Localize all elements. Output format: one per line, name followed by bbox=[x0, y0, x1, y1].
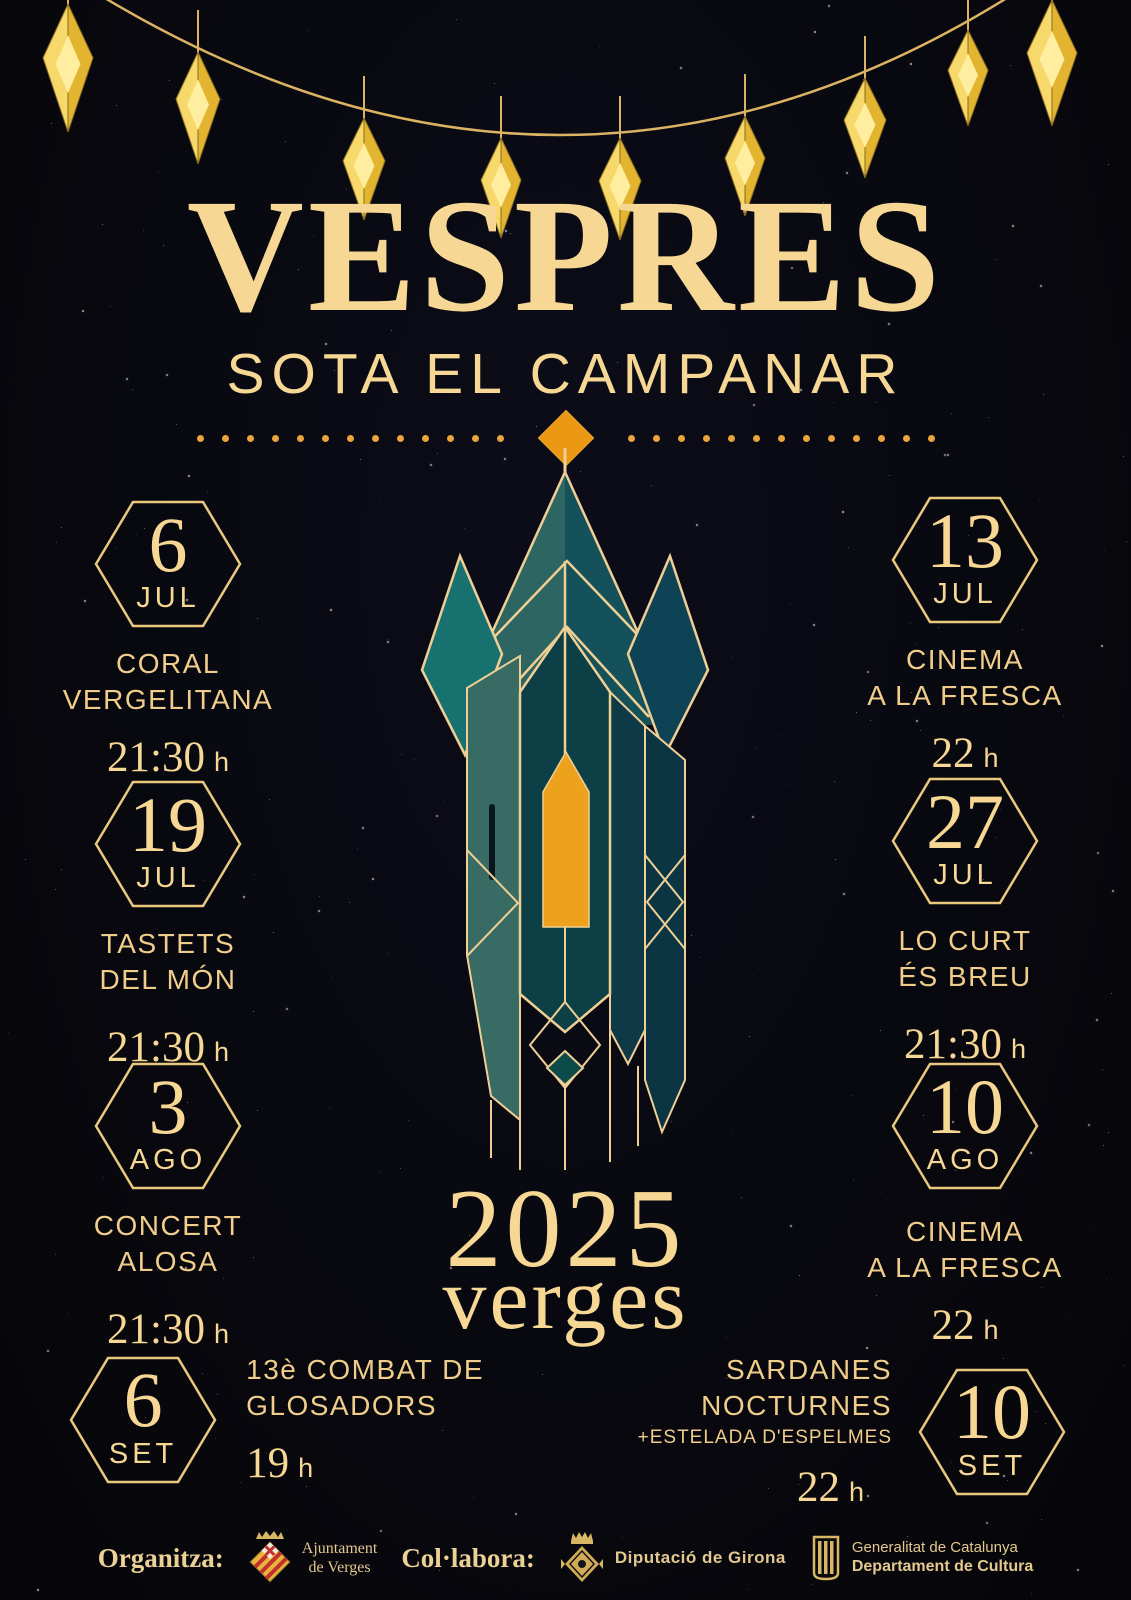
event-month: AGO bbox=[129, 1144, 207, 1177]
verges-crest-icon bbox=[249, 1531, 291, 1583]
event-name-line: ÉS BREU bbox=[898, 961, 1032, 993]
event-month: SET bbox=[957, 1450, 1027, 1483]
event-name-line: SARDANES bbox=[725, 1354, 892, 1385]
event-name-line: CINEMA bbox=[906, 644, 1024, 675]
event-date-hexagon: 6 JUL bbox=[92, 498, 244, 630]
event-name-line: 13è COMBAT DE bbox=[246, 1354, 484, 1385]
event-date-hexagon: 10 AGO bbox=[889, 1060, 1041, 1192]
event-time: 22 h bbox=[796, 1463, 864, 1511]
event-day: 27 bbox=[926, 777, 1004, 865]
event-name-line: GLOSADORS bbox=[246, 1390, 438, 1422]
girona-crest-icon bbox=[560, 1532, 603, 1582]
event-day: 10 bbox=[953, 1368, 1031, 1456]
event-name-line: DEL MÓN bbox=[99, 964, 237, 996]
ajuntament-text-line: de Verges bbox=[308, 1559, 371, 1576]
event-name-line: LO CURT bbox=[898, 925, 1032, 956]
event-date-hexagon: 6 SET bbox=[67, 1354, 219, 1486]
event-day: 3 bbox=[148, 1062, 188, 1150]
generalitat-de-catalunya-logo: Generalitat de Catalunya Departament de … bbox=[810, 1535, 1033, 1581]
small-diamond bbox=[545, 1049, 585, 1087]
ajuntament-text-line: Ajuntament bbox=[301, 1539, 378, 1557]
event-name-line: TASTETS bbox=[100, 928, 236, 959]
event-date-hexagon: 10 SET bbox=[916, 1366, 1068, 1498]
organitza-label: Organitza: bbox=[97, 1542, 224, 1573]
town-name: verges bbox=[442, 1251, 689, 1348]
event-card: 6 SET 13è COMBAT DE GLOSADORS 19 h bbox=[64, 1352, 484, 1488]
event-card: 27 JUL LO CURT ÉS BREU 21:30 h bbox=[830, 775, 1100, 1069]
footer: Organitza: Ajuntament de Verges Col·labo… bbox=[0, 1524, 1131, 1592]
event-date-hexagon: 27 JUL bbox=[889, 775, 1041, 907]
poster-title: VESPRES bbox=[186, 167, 945, 346]
event-name-line: NOCTURNES bbox=[701, 1390, 892, 1422]
event-day: 13 bbox=[926, 496, 1004, 584]
string-lights-garland bbox=[0, 0, 1131, 320]
bell-tower-illustration bbox=[420, 448, 710, 1170]
event-month: JUL bbox=[933, 859, 997, 892]
event-time: 21:30 h bbox=[107, 1305, 229, 1353]
event-time: 21:30 h bbox=[107, 733, 229, 781]
tower-right-outer-panel bbox=[644, 723, 686, 1135]
event-card: SARDANES NOCTURNES +ESTELADA D'ESPELMES 2… bbox=[628, 1352, 1068, 1512]
event-name-line: CONCERT bbox=[93, 1210, 243, 1241]
event-card: 6 JUL CORAL VERGELITANA 21:30 h bbox=[33, 498, 303, 782]
event-day: 6 bbox=[148, 500, 188, 588]
dots-left bbox=[196, 434, 504, 442]
event-day: 10 bbox=[926, 1062, 1004, 1150]
dots-right bbox=[627, 434, 935, 442]
event-time: 21:30 h bbox=[904, 1020, 1026, 1068]
generalitat-icon bbox=[812, 1535, 840, 1581]
event-name-line: CORAL bbox=[116, 648, 220, 679]
poster-subtitle: SOTA EL CAMPANAR bbox=[226, 342, 905, 406]
dotted-separator bbox=[0, 409, 1131, 467]
event-name-line: CINEMA bbox=[906, 1216, 1024, 1247]
diputacio-text: Diputació de Girona bbox=[614, 1548, 786, 1567]
event-month: JUL bbox=[136, 862, 200, 895]
event-name-line: VERGELITANA bbox=[62, 684, 274, 716]
window-slit bbox=[489, 804, 495, 880]
ajuntament-de-verges-logo: Ajuntament de Verges bbox=[248, 1529, 378, 1587]
event-card: 19 JUL TASTETS DEL MÓN 21:30 h bbox=[33, 778, 303, 1072]
event-extra-line: +ESTELADA D'ESPELMES bbox=[637, 1426, 892, 1448]
event-date-hexagon: 13 JUL bbox=[889, 494, 1041, 626]
event-month: JUL bbox=[933, 578, 997, 611]
event-time: 19 h bbox=[246, 1439, 314, 1487]
event-time: 22 h bbox=[931, 729, 999, 777]
event-name-line: A LA FRESCA bbox=[867, 680, 1063, 712]
event-card: 13 JUL CINEMA A LA FRESCA 22 h bbox=[830, 494, 1100, 778]
event-card: 3 AGO CONCERT ALOSA 21:30 h bbox=[33, 1060, 303, 1354]
collabora-label: Col·labora: bbox=[401, 1542, 535, 1573]
diputacio-de-girona-logo: Diputació de Girona bbox=[559, 1529, 786, 1587]
generalitat-text-line: Generalitat de Catalunya bbox=[851, 1538, 1018, 1556]
event-time: 22 h bbox=[931, 1301, 999, 1349]
tower-door bbox=[542, 750, 590, 928]
event-day: 19 bbox=[129, 780, 207, 868]
event-month: AGO bbox=[926, 1144, 1004, 1177]
event-day: 6 bbox=[123, 1356, 163, 1444]
tower-right-panel bbox=[609, 689, 646, 1067]
event-date-hexagon: 3 AGO bbox=[92, 1060, 244, 1192]
event-month: JUL bbox=[136, 582, 200, 615]
year: 2025 bbox=[445, 1167, 686, 1291]
event-card: 10 AGO CINEMA A LA FRESCA 22 h bbox=[830, 1060, 1100, 1350]
event-month: SET bbox=[108, 1438, 178, 1471]
event-name-line: ALOSA bbox=[117, 1246, 219, 1278]
event-date-hexagon: 19 JUL bbox=[92, 778, 244, 910]
tower-left-panel bbox=[466, 654, 521, 1123]
event-name-line: A LA FRESCA bbox=[867, 1252, 1063, 1284]
generalitat-text-line: Departament de Cultura bbox=[851, 1558, 1034, 1576]
